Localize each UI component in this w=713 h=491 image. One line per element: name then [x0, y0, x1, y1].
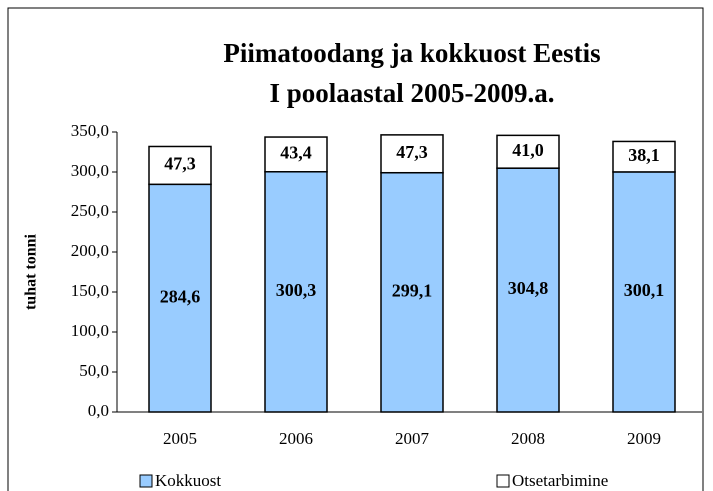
data-label: 38,1: [628, 145, 660, 165]
data-label: 47,3: [396, 142, 428, 162]
legend-label: Otsetarbimine: [512, 471, 608, 490]
data-label: 299,1: [392, 280, 433, 300]
x-tick-label: 2005: [163, 429, 197, 448]
data-label: 300,3: [276, 280, 317, 300]
bar-segment: [380, 134, 444, 174]
data-label: 43,4: [280, 143, 312, 163]
legend-label: Kokkuost: [155, 471, 221, 490]
data-label: 284,6: [160, 286, 201, 306]
bar-segment: [148, 145, 212, 186]
bar-segment: [148, 183, 212, 413]
x-tick-label: 2008: [511, 429, 545, 448]
bar-segment: [264, 171, 328, 413]
y-tick-label: 100,0: [71, 321, 109, 340]
legend-swatch: [139, 474, 153, 488]
bar-segment: [496, 134, 560, 169]
x-tick-label: 2007: [395, 429, 430, 448]
y-tick-label: 250,0: [71, 201, 109, 220]
chart-frame: [7, 7, 704, 491]
data-label: 304,8: [508, 278, 549, 298]
bar-segment: [264, 136, 328, 173]
y-tick-label: 150,0: [71, 281, 109, 300]
y-tick-label: 200,0: [71, 241, 109, 260]
y-tick-label: 0,0: [88, 401, 109, 420]
data-label: 300,1: [624, 280, 665, 300]
chart-title: I poolaastal 2005-2009.a.: [269, 78, 554, 108]
chart-title: Piimatoodang ja kokkuost Eestis: [223, 38, 600, 68]
bar-segment: [612, 171, 676, 413]
x-tick-label: 2006: [279, 429, 313, 448]
bar-segment: [380, 171, 444, 413]
legend-swatch: [496, 474, 510, 488]
data-label: 47,3: [164, 154, 196, 174]
bar-segment: [612, 140, 676, 173]
x-tick-label: 2009: [627, 429, 661, 448]
y-tick-label: 50,0: [79, 361, 109, 380]
y-tick-label: 300,0: [71, 161, 109, 180]
y-tick-label: 350,0: [71, 121, 109, 140]
y-axis-label: tuhat tonni: [23, 233, 40, 310]
data-label: 41,0: [512, 140, 544, 160]
